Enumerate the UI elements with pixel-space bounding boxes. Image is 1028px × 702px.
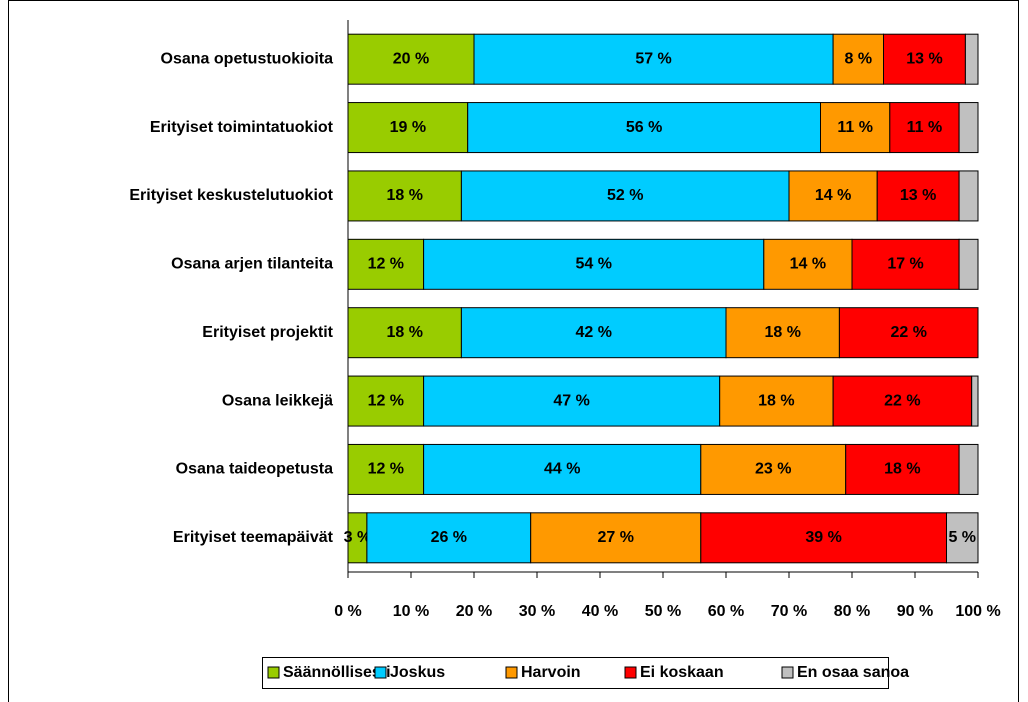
value-label: 12 % xyxy=(368,256,404,273)
value-label: 47 % xyxy=(553,392,589,409)
value-label: 44 % xyxy=(544,461,580,478)
x-tick-label: 80 % xyxy=(834,603,870,620)
value-label: 19 % xyxy=(390,119,426,136)
value-label: 12 % xyxy=(368,461,404,478)
value-label: 3 % xyxy=(344,529,372,546)
bar-segment xyxy=(838,307,979,359)
value-label: 54 % xyxy=(575,256,611,273)
bar-segment xyxy=(347,238,425,290)
value-label: 52 % xyxy=(607,187,643,204)
value-label: 26 % xyxy=(431,529,467,546)
value-label: 42 % xyxy=(575,324,611,341)
value-label: 18 % xyxy=(386,324,422,341)
bar-segment xyxy=(971,375,979,427)
x-tick-label: 50 % xyxy=(645,603,681,620)
legend-label: Joskus xyxy=(390,664,445,681)
value-label: 22 % xyxy=(884,392,920,409)
category-label: Osana leikkejä xyxy=(222,392,333,409)
value-label: 11 % xyxy=(907,119,943,136)
category-label: Osana arjen tilanteita xyxy=(171,256,333,273)
value-label: 17 % xyxy=(887,256,923,273)
value-label: 14 % xyxy=(790,256,826,273)
value-label: 18 % xyxy=(386,187,422,204)
bar-segment xyxy=(347,33,475,85)
value-label: 18 % xyxy=(884,461,920,478)
legend-swatch xyxy=(267,666,280,679)
value-label: 27 % xyxy=(598,529,634,546)
bar-segment xyxy=(958,170,979,222)
value-label: 18 % xyxy=(758,392,794,409)
bar-segment xyxy=(958,102,979,154)
bar-segment xyxy=(423,443,702,495)
value-label: 8 % xyxy=(845,50,873,67)
category-label: Erityiset projektit xyxy=(202,324,333,341)
value-label: 39 % xyxy=(805,529,841,546)
bar-segment xyxy=(883,33,966,85)
x-tick-label: 40 % xyxy=(582,603,618,620)
value-label: 12 % xyxy=(368,392,404,409)
bar-segment xyxy=(725,307,840,359)
bar-segment xyxy=(347,443,425,495)
legend-swatch xyxy=(374,666,387,679)
x-tick-label: 100 % xyxy=(955,603,1000,620)
value-label: 20 % xyxy=(393,50,429,67)
bar-segment xyxy=(467,102,821,154)
bar-segment xyxy=(876,170,960,222)
bar-segment xyxy=(958,443,979,495)
bar-segment xyxy=(958,238,979,290)
value-label: 23 % xyxy=(755,461,791,478)
legend-swatch xyxy=(624,666,637,679)
value-label: 56 % xyxy=(626,119,662,136)
value-label: 22 % xyxy=(890,324,926,341)
x-tick-label: 90 % xyxy=(897,603,933,620)
x-tick-label: 20 % xyxy=(456,603,492,620)
x-tick-label: 10 % xyxy=(393,603,429,620)
bar-segment xyxy=(460,307,727,359)
bar-segment xyxy=(423,238,765,290)
bar-segment xyxy=(788,170,878,222)
legend-swatch xyxy=(781,666,794,679)
bar-segment xyxy=(473,33,834,85)
value-label: 5 % xyxy=(948,529,976,546)
legend-label: En osaa sanoa xyxy=(797,664,909,681)
legend-swatch xyxy=(505,666,518,679)
bar-segment xyxy=(832,375,973,427)
x-tick-label: 30 % xyxy=(519,603,555,620)
value-label: 14 % xyxy=(815,187,851,204)
bar-segment xyxy=(423,375,721,427)
value-label: 13 % xyxy=(900,187,936,204)
value-label: 57 % xyxy=(635,50,671,67)
category-label: Osana taideopetusta xyxy=(176,461,333,478)
bar-segment xyxy=(845,443,960,495)
bar-segment xyxy=(366,512,532,564)
bar-segment xyxy=(964,33,979,85)
bar-segment xyxy=(347,375,425,427)
x-tick-label: 70 % xyxy=(771,603,807,620)
category-label: Osana opetustuokioita xyxy=(161,50,334,67)
bar-segment xyxy=(832,33,884,85)
value-label: 11 % xyxy=(837,119,873,136)
value-label: 13 % xyxy=(906,50,942,67)
category-label: Erityiset keskustelutuokiot xyxy=(129,187,333,204)
bar-segment xyxy=(460,170,790,222)
bar-segment xyxy=(700,443,847,495)
bar-segment xyxy=(946,512,979,564)
legend-label: Säännöllisesti xyxy=(283,664,391,681)
x-tick-label: 60 % xyxy=(708,603,744,620)
category-label: Erityiset toimintatuokiot xyxy=(150,119,334,136)
category-label: Erityiset teemapäivät xyxy=(173,529,334,546)
bar-segment xyxy=(347,170,462,222)
legend-label: Harvoin xyxy=(521,664,581,681)
legend-label: Ei koskaan xyxy=(640,664,724,681)
value-label: 18 % xyxy=(764,324,800,341)
x-tick-label: 0 % xyxy=(334,603,362,620)
